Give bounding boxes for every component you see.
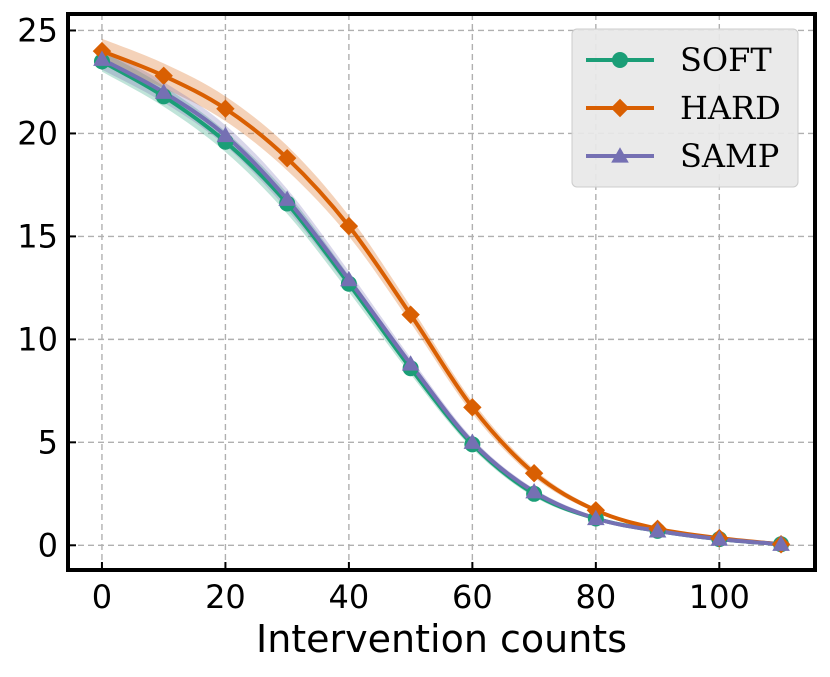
y-tick-label: 20: [17, 114, 58, 152]
y-tick-label: 25: [17, 11, 58, 49]
samp-point: [463, 433, 482, 449]
samp-point: [216, 126, 235, 143]
x-tick-label: 80: [575, 578, 616, 616]
samp-point: [587, 509, 605, 526]
y-tick-label: 10: [17, 320, 58, 358]
hard-band: [101, 38, 782, 545]
samp-point: [710, 530, 729, 546]
plot-frame: [66, 12, 817, 572]
x-tick-label: 20: [205, 578, 246, 616]
legend: SOFT HARD SAMP: [571, 28, 799, 188]
samp-point: [154, 83, 173, 99]
hard-point: [277, 148, 297, 168]
hard-point: [463, 398, 482, 417]
y-tick-label: 15: [17, 217, 58, 255]
hard-point: [524, 464, 544, 483]
samp-point: [648, 522, 667, 538]
legend-box: [571, 28, 799, 188]
soft-legend-label: SOFT: [680, 41, 772, 79]
samp-point: [278, 190, 296, 206]
ticks: 0 20 40 60 80 100 0 5 10 15 20 25: [17, 11, 750, 616]
samp-band: [101, 49, 782, 545]
x-tick-label: 100: [689, 578, 750, 616]
x-tick-label: 60: [452, 578, 493, 616]
hard-legend-label: HARD: [680, 89, 781, 127]
hard-point: [216, 99, 235, 118]
hard-legend-marker: [610, 98, 630, 118]
y-tick-label: 0: [38, 526, 58, 564]
x-tick-label: 40: [329, 578, 370, 616]
x-axis-label: Intervention counts: [256, 617, 627, 661]
samp-legend-label: SAMP: [680, 137, 779, 175]
series-markers: [92, 41, 791, 554]
hard-point: [401, 305, 420, 324]
hard-point: [154, 66, 173, 85]
hard-point: [339, 216, 359, 236]
samp-legend-marker: [611, 147, 629, 163]
samp-point: [340, 270, 358, 287]
samp-point: [525, 482, 543, 499]
y-tick-label: 5: [38, 423, 58, 461]
samp-point: [93, 50, 111, 66]
samp-point: [401, 355, 420, 371]
samp-point: [772, 535, 790, 551]
soft-legend-marker: [612, 52, 628, 68]
x-tick-label: 0: [92, 578, 112, 616]
